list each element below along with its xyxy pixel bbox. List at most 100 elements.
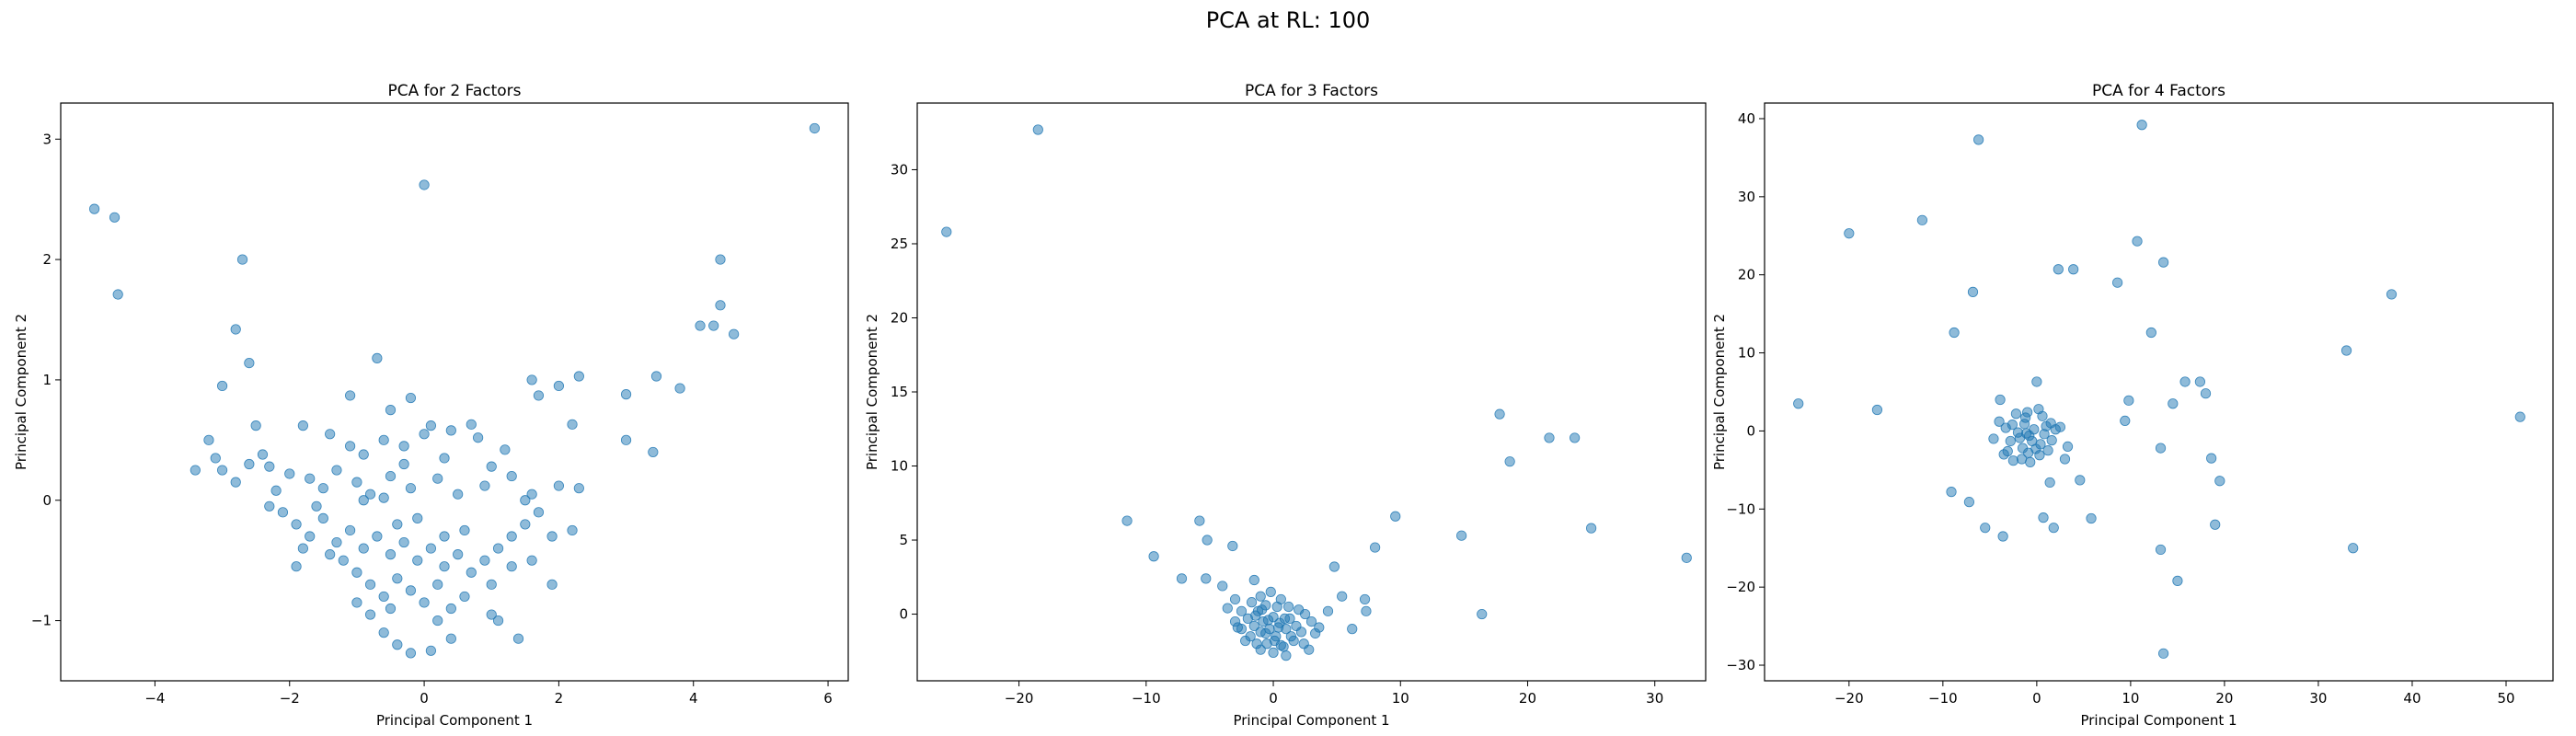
data-point [2136,120,2147,131]
y-tick: −1 [31,613,61,629]
data-point [372,531,383,542]
data-point [1963,497,1975,508]
data-point [291,561,302,572]
y-tick: −10 [1726,500,1765,517]
data-point [2075,475,2086,486]
data-point [398,441,409,452]
data-point [358,543,369,554]
data-point [432,615,443,627]
data-point [2046,435,2057,446]
data-point [1227,540,1238,552]
data-point [109,212,121,223]
data-point [1305,615,1317,627]
x-tick: 30 [2309,681,2327,707]
x-tick-label: 30 [1646,690,1663,707]
data-point [378,492,389,503]
y-axis-label: Principal Component 2 [864,314,880,470]
x-tick: −20 [1834,681,1864,707]
data-point [351,567,362,578]
data-point [1032,124,1043,135]
data-point [1994,416,2005,427]
data-point [216,380,228,392]
data-point [620,434,632,445]
data-point [1222,603,1233,614]
data-point [1322,605,1334,616]
data-point [2158,257,2169,268]
data-point [1201,573,1212,584]
y-tick-label: 0 [42,492,52,509]
data-point [2145,327,2156,339]
data-point [1232,622,1243,633]
y-tick-label: 25 [891,236,908,252]
data-point [1844,228,1855,239]
data-point [1268,647,1279,659]
data-point [2044,477,2055,489]
y-tick-label: 10 [1738,345,1755,362]
y-axis-label: Principal Component 2 [1711,314,1728,470]
data-point [216,465,228,476]
data-point [2021,428,2032,439]
data-point [1272,622,1284,633]
x-tick: 4 [689,681,697,707]
axes-frame [1764,102,2554,682]
x-tick-label: 30 [2309,690,2327,707]
data-point [236,254,248,265]
y-tick: 0 [42,492,61,509]
data-point [2086,512,2097,524]
x-tick: −10 [1928,681,1958,707]
subplot-title: PCA for 2 Factors [387,82,521,100]
data-point [533,507,545,518]
data-point [1262,615,1274,626]
scatter-points [941,124,1692,661]
y-tick: 10 [1738,345,1765,362]
data-point [2007,455,2018,466]
y-tick-label: 20 [891,309,908,326]
data-point [2214,476,2225,487]
data-point [466,419,477,430]
data-point [2158,648,2169,659]
data-point [210,453,221,464]
data-point [1793,398,1804,409]
data-point [445,633,456,644]
data-point [1544,432,1555,443]
data-point [533,390,545,401]
data-point [351,597,362,608]
y-tick: −30 [1726,657,1765,673]
data-point [405,483,417,494]
data-point [2002,445,2013,457]
data-point [506,470,517,482]
data-point [1240,635,1251,647]
x-tick: 10 [1392,681,1409,707]
data-point [358,449,369,460]
x-tick-label: 0 [1269,690,1278,707]
data-point [492,543,504,554]
data-point [2031,376,2042,387]
data-point [2120,415,2131,426]
data-point [2172,575,2183,586]
data-point [479,555,490,566]
data-point [1248,574,1259,586]
data-point [338,555,349,566]
data-point [674,383,685,394]
data-point [1997,531,2008,542]
data-point [1370,542,1381,553]
data-point [1390,511,1401,522]
data-point [385,470,397,482]
data-point [392,639,403,650]
y-tick: 1 [42,372,61,388]
data-point [1681,552,1692,563]
data-point [412,555,423,566]
data-point [419,429,430,440]
data-point [2039,429,2050,440]
y-tick: 15 [891,384,917,400]
x-tick-label: 0 [420,690,429,707]
data-point [1275,639,1286,650]
data-point [729,328,740,339]
data-point [1347,624,1358,635]
data-point [2386,289,2398,300]
data-point [1504,456,1515,467]
data-point [364,489,376,500]
data-point [553,380,565,392]
x-tick: −10 [1132,681,1161,707]
